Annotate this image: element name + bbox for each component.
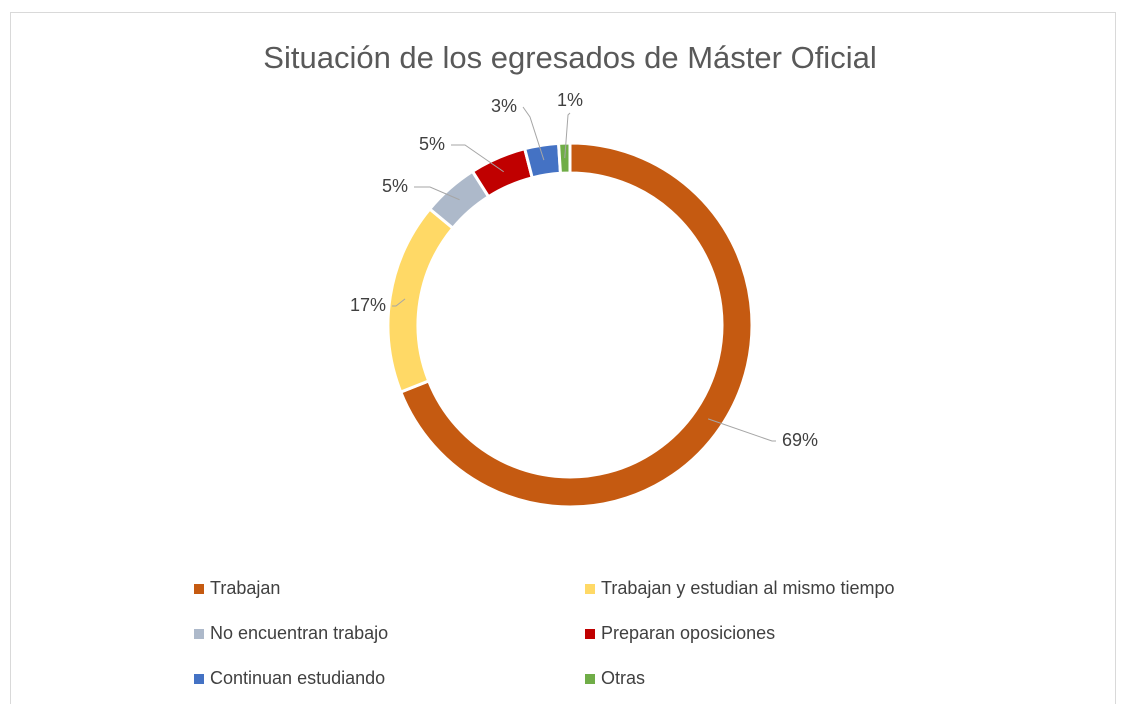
donut-slice: [398, 141, 754, 509]
leader-line: [392, 298, 406, 307]
chart-title: Situación de los egresados de Máster Ofi…: [263, 40, 876, 75]
legend-label: Continuan estudiando: [210, 668, 385, 688]
leader-line: [414, 186, 460, 201]
donut-slice: [522, 141, 563, 180]
data-label: 1%: [557, 90, 583, 110]
legend-label: Trabajan: [210, 578, 280, 598]
leader-line: [451, 144, 504, 173]
data-label: 3%: [491, 96, 517, 116]
chart-frame: [10, 12, 1116, 704]
legend-label: Otras: [601, 668, 645, 688]
data-label: 17%: [350, 295, 386, 315]
legend-swatch: [585, 674, 595, 684]
donut-slice: [556, 141, 572, 175]
legend-swatch: [194, 584, 204, 594]
legend-label: Preparan oposiciones: [601, 623, 775, 643]
legend-label: No encuentran trabajo: [210, 623, 388, 643]
legend-swatch: [194, 674, 204, 684]
leader-line: [522, 106, 545, 161]
data-label: 5%: [419, 134, 445, 154]
legend-swatch: [585, 629, 595, 639]
leader-line: [564, 112, 571, 159]
data-label: 69%: [782, 430, 818, 450]
data-label: 5%: [382, 176, 408, 196]
legend-swatch: [194, 629, 204, 639]
legend-swatch: [585, 584, 595, 594]
legend-label: Trabajan y estudian al mismo tiempo: [601, 578, 894, 598]
leader-line: [707, 418, 776, 442]
